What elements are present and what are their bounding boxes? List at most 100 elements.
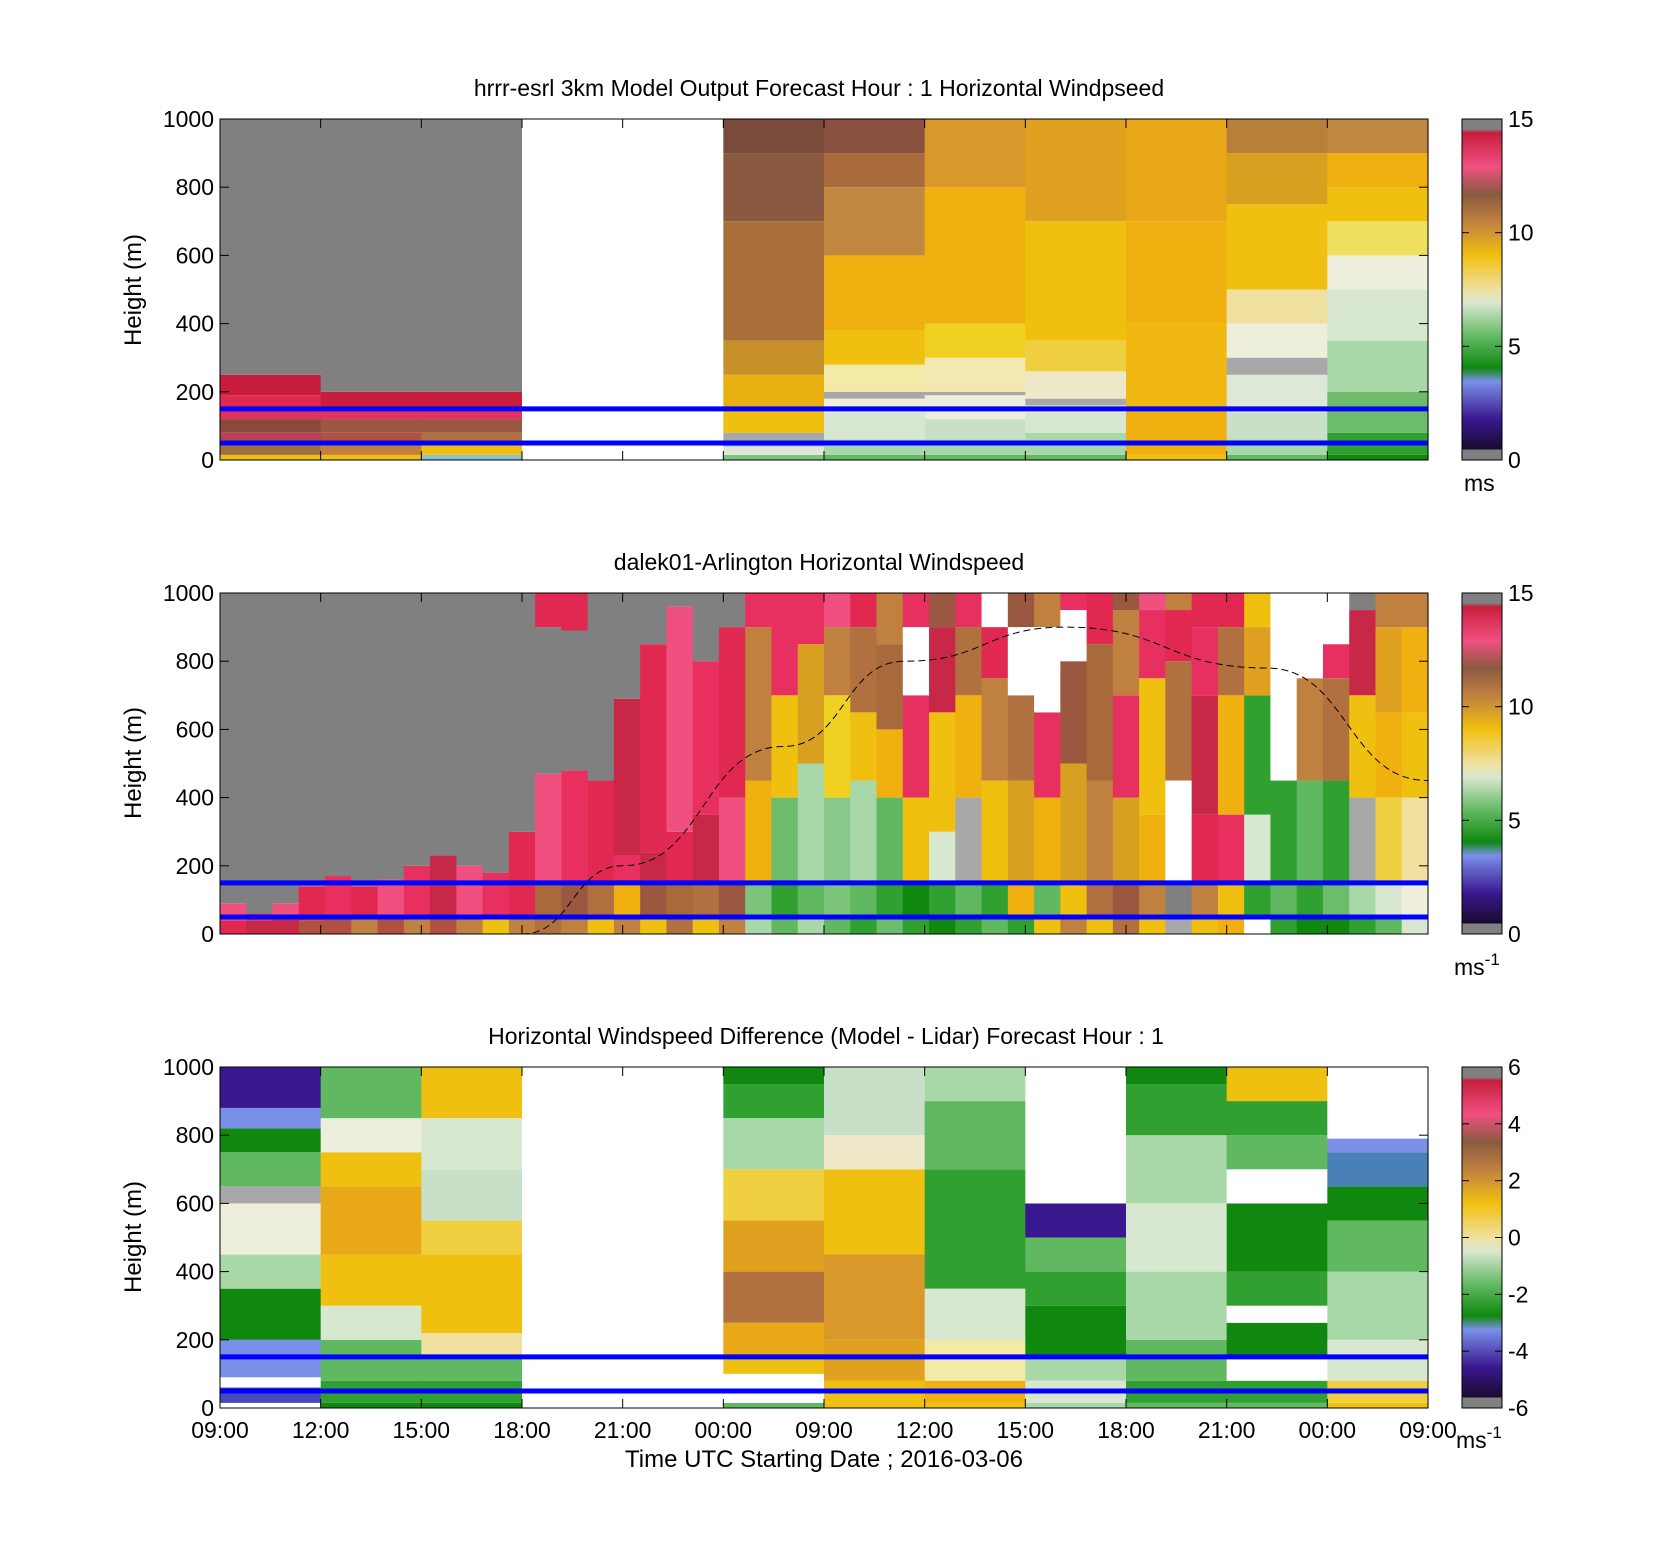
cell [1034,797,1061,883]
cell [1165,780,1193,883]
cell [902,695,930,798]
cell [1401,712,1429,798]
x-tick-label: 21:00 [1198,1417,1256,1443]
cell [320,1067,422,1119]
panel-difference-reflines [220,1354,1428,1394]
y-tick-label: 800 [176,648,214,674]
x-tick-label: 15:00 [997,1417,1055,1443]
panel-lidar-reflines [220,880,1428,920]
cell [1139,814,1166,883]
cell [430,855,457,917]
cell [320,1402,422,1408]
cell [1226,1203,1328,1272]
panel-model-yaxis: 0 200 400 600 800 1000 [163,106,1428,473]
cell [220,408,322,420]
panel-model-title: hrrr-esrl 3km Model Output Forecast Hour… [474,75,1164,101]
cell [692,916,720,934]
cell [1060,661,1088,764]
cell [850,780,878,883]
cell [1025,1067,1127,1204]
cell [1025,119,1127,222]
cell [220,395,322,409]
cell [924,119,1026,188]
cell [666,882,694,917]
cell [613,882,641,917]
cell [797,882,825,917]
cell [902,593,930,628]
cell [1244,695,1272,815]
cell [1126,1339,1228,1381]
cell [1165,916,1193,934]
cell [1086,644,1114,781]
cell [666,593,694,607]
cell [220,442,322,455]
colorbar-tick-label: 0 [1508,447,1521,473]
cell [640,644,668,853]
cell [876,593,904,645]
cell [876,797,904,883]
cell [640,916,668,934]
cell [824,119,926,154]
cell [1270,593,1298,696]
cell [320,454,422,460]
cell [824,153,926,188]
cell [377,879,405,917]
cell [1327,1186,1429,1221]
panel-difference-colorbar-unit: ms-1 [1456,1423,1502,1453]
cell [320,432,422,443]
cell [723,1118,825,1170]
cell [924,1339,1026,1381]
panel-lidar-colorbar [1461,592,1503,935]
cell [1349,797,1377,883]
cell [745,882,773,917]
cell [1191,814,1219,883]
x-tick-label: 00:00 [1299,1417,1357,1443]
cell [981,593,1009,628]
cell [876,644,904,730]
cell [1126,1067,1228,1085]
cell [902,882,930,917]
cell [929,627,956,713]
x-tick-label: 00:00 [695,1417,753,1443]
cell [981,780,1009,883]
cell [1327,1402,1429,1408]
cell [771,797,799,883]
cell [535,627,562,774]
cell [1327,1138,1429,1153]
cell [403,916,431,934]
cell [1034,712,1061,798]
cell [723,340,825,375]
cell [421,1254,523,1333]
cell [824,695,851,798]
y-tick-label: 0 [201,447,214,473]
cell [1327,1067,1429,1139]
cell [535,593,562,628]
cell [1327,289,1429,341]
cell [1165,882,1193,917]
x-tick-label: 18:00 [1097,1417,1155,1443]
cell [1375,593,1403,628]
cell [981,882,1009,917]
cell [456,593,484,866]
cell [723,221,825,341]
cell [220,419,322,433]
cell [220,920,247,934]
cell [587,780,615,883]
cell [666,606,694,832]
cell [824,187,926,256]
cell [1375,882,1403,917]
cell [723,1169,825,1221]
cell [666,831,694,883]
y-tick-label: 1000 [163,1054,214,1080]
cell [955,627,983,696]
cell [430,593,457,856]
cell [1349,916,1377,934]
cell [797,916,825,934]
cell [1025,1237,1127,1272]
cell [924,454,1026,460]
panel-model-colorbar-ticks: 0 5 10 15 [1462,106,1534,473]
x-tick-label: 21:00 [594,1417,652,1443]
cell [320,442,422,455]
cell [1086,780,1114,883]
cell [850,593,878,628]
